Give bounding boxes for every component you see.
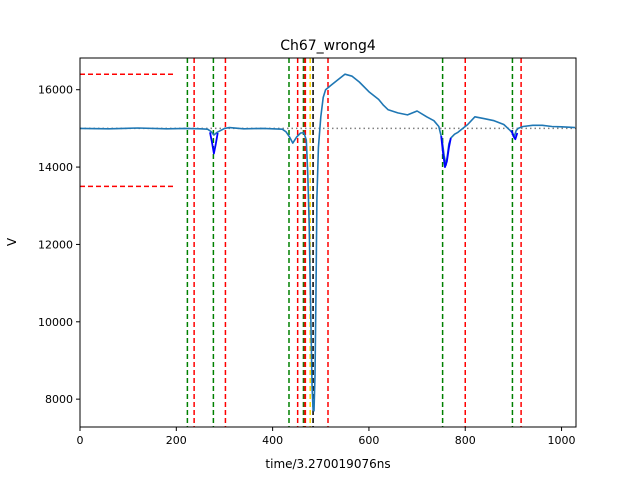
chart-title: Ch67_wrong4 (280, 38, 376, 54)
series-line-2 (440, 136, 452, 169)
y-tick-label-10000: 10000 (38, 316, 73, 329)
x-tick-label-200: 200 (166, 434, 187, 447)
series-line-1 (209, 132, 219, 155)
y-axis-ticks: 8000 10000 12000 14000 16000 (38, 84, 80, 406)
series-line-0 (80, 73, 576, 412)
y-tick-label-16000: 16000 (38, 84, 73, 97)
x-axis-label: time/3.270019076ns (265, 457, 390, 471)
x-tick-label-1000: 1000 (548, 434, 576, 447)
y-axis-label: V (5, 237, 19, 246)
x-tick-label-800: 800 (455, 434, 476, 447)
y-tick-label-12000: 12000 (38, 238, 73, 251)
plot-frame (79, 57, 577, 428)
x-tick-label-0: 0 (77, 434, 84, 447)
x-axis-ticks: 0 200 400 600 800 1000 (77, 427, 576, 447)
x-tick-label-600: 600 (358, 434, 379, 447)
series-layer (80, 73, 576, 412)
x-tick-label-400: 400 (262, 434, 283, 447)
y-tick-label-8000: 8000 (45, 393, 73, 406)
y-tick-label-14000: 14000 (38, 161, 73, 174)
series-line-3 (510, 130, 519, 141)
